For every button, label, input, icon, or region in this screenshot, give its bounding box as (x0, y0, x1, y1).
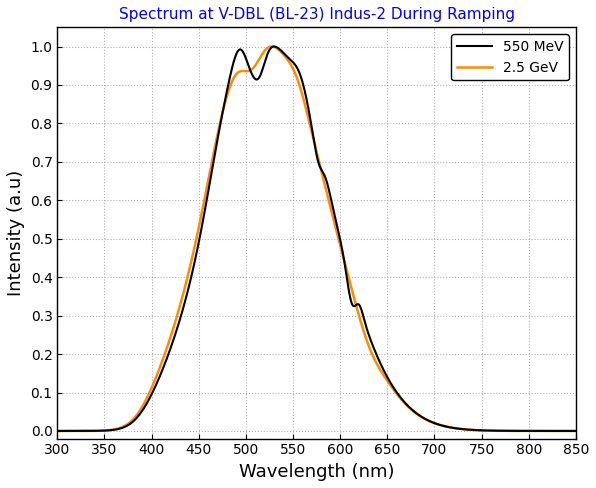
2.5 GeV (562, 428, 569, 434)
2.5 GeV (113, 426, 120, 432)
550 MeV (253, 77, 260, 82)
550 MeV (271, 43, 278, 49)
550 MeV (113, 427, 120, 432)
550 MeV (507, 428, 514, 434)
2.5 GeV (275, 47, 283, 53)
2.5 GeV (268, 43, 275, 49)
550 MeV (562, 428, 569, 434)
Legend: 550 MeV, 2.5 GeV: 550 MeV, 2.5 GeV (451, 34, 569, 81)
2.5 GeV (507, 428, 514, 434)
Line: 2.5 GeV: 2.5 GeV (57, 46, 576, 431)
2.5 GeV (572, 428, 579, 434)
550 MeV (572, 428, 579, 434)
2.5 GeV (144, 394, 151, 400)
X-axis label: Wavelength (nm): Wavelength (nm) (239, 463, 395, 481)
2.5 GeV (54, 428, 61, 434)
2.5 GeV (253, 61, 260, 67)
550 MeV (275, 46, 283, 52)
550 MeV (144, 400, 151, 406)
Title: Spectrum at V-DBL (BL-23) Indus-2 During Ramping: Spectrum at V-DBL (BL-23) Indus-2 During… (119, 7, 514, 22)
Line: 550 MeV: 550 MeV (57, 46, 576, 431)
Y-axis label: Intensity (a.u): Intensity (a.u) (7, 170, 25, 296)
550 MeV (54, 428, 61, 434)
